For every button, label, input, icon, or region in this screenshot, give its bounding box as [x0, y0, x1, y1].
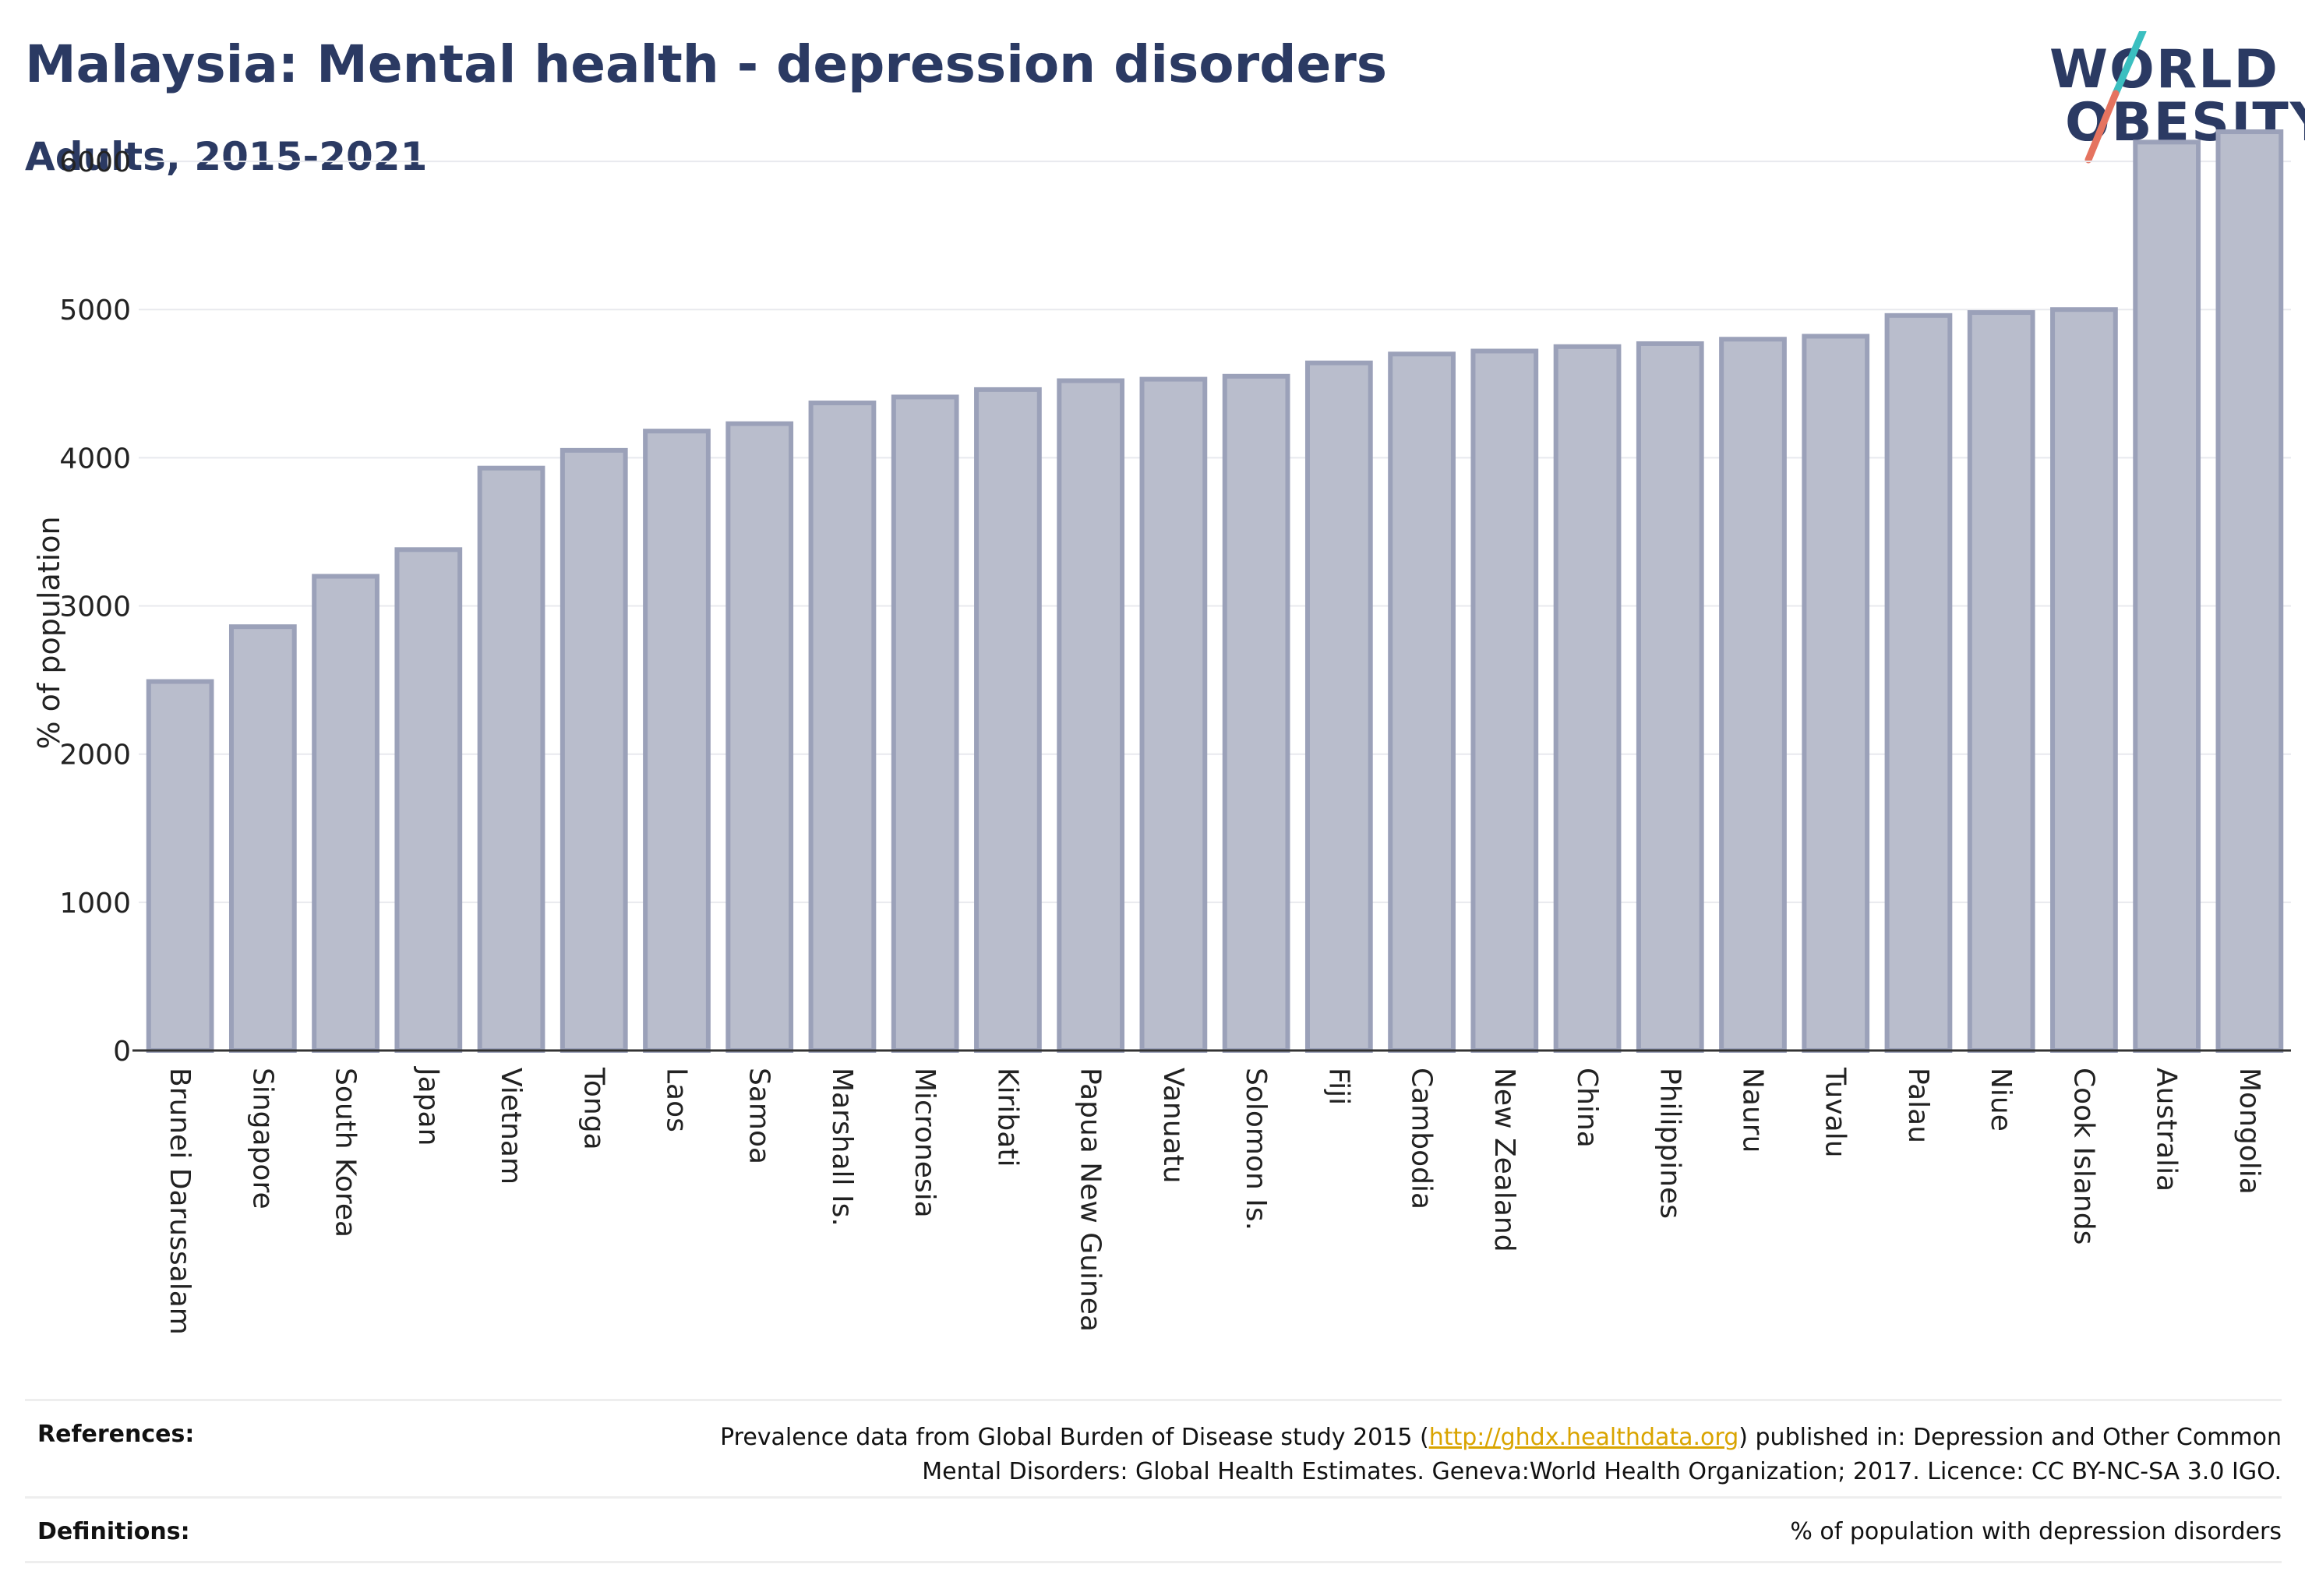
bar — [1967, 310, 2035, 1053]
logo-word-top: WORLD — [2049, 39, 2279, 101]
bar — [643, 429, 711, 1053]
bar — [312, 574, 379, 1053]
references-text-post: ) published in: Depression and Other Com… — [1738, 1424, 2282, 1451]
y-tick-label: 4000 — [59, 443, 131, 475]
x-tick-label: Philippines — [1654, 1068, 1686, 1219]
y-tick-label: 0 — [113, 1036, 131, 1068]
x-tick-label: Fiji — [1322, 1068, 1354, 1105]
x-tick-label: Solomon Is. — [1240, 1068, 1272, 1231]
x-tick-label: Cook Islands — [2067, 1068, 2099, 1245]
bar — [2050, 307, 2118, 1053]
footer-divider-bottom — [25, 1561, 2282, 1563]
references-text: Prevalence data from Global Burden of Di… — [720, 1421, 2282, 1489]
bar — [1470, 348, 1539, 1054]
y-tick-label: 1000 — [59, 888, 131, 920]
logo-slash-icon — [2084, 31, 2147, 164]
references-text-pre: Prevalence data from Global Burden of Di… — [720, 1424, 1429, 1451]
references-link[interactable]: http://ghdx.healthdata.org — [1428, 1424, 1739, 1451]
bar — [1719, 337, 1787, 1053]
bar — [1884, 312, 1953, 1053]
x-tick-label: Cambodia — [1406, 1068, 1438, 1209]
bar-chart: 0 1000 2000 3000 4000 5000 6000 Brunei Darussa… — [32, 129, 2291, 1335]
bar — [1388, 351, 1456, 1053]
x-tick-label: China — [1571, 1068, 1603, 1148]
x-tick-label: Vanuatu — [1157, 1068, 1189, 1184]
x-tick-labels: Brunei Darussalam Singapore South Korea Jap… — [164, 1066, 2265, 1335]
y-axis-label: % of population — [32, 516, 66, 749]
footer-divider-top — [25, 1399, 2282, 1401]
x-tick-label: Palau — [1902, 1068, 1934, 1143]
bar — [725, 421, 794, 1053]
bars — [146, 129, 2284, 1054]
y-tick-labels: 0 1000 2000 3000 4000 5000 6000 — [59, 147, 131, 1068]
bar — [394, 547, 463, 1053]
bar — [1304, 360, 1373, 1053]
x-tick-label: Tonga — [577, 1067, 609, 1150]
y-tick-label: 2000 — [59, 740, 131, 772]
bar — [2215, 129, 2284, 1054]
definitions-text: % of population with depression disorder… — [1790, 1518, 2282, 1545]
x-tick-label: Kiribati — [991, 1068, 1023, 1167]
chart-title: Malaysia: Mental health - depression dis… — [25, 34, 1388, 94]
x-tick-label: Niue — [1985, 1068, 2017, 1132]
y-tick-label: 6000 — [59, 147, 131, 178]
x-tick-label: Vietnam — [495, 1068, 527, 1185]
references-text-line2: Mental Disorders: Global Health Estimate… — [922, 1458, 2282, 1485]
x-tick-label: Micronesia — [909, 1068, 941, 1218]
x-tick-label: Singapore — [246, 1068, 278, 1209]
x-tick-label: Australia — [2151, 1068, 2183, 1192]
x-tick-label: South Korea — [330, 1068, 362, 1238]
x-tick-label: New Zealand — [1488, 1068, 1520, 1252]
bar — [1553, 344, 1622, 1053]
x-tick-label: Brunei Darussalam — [164, 1068, 196, 1335]
bar — [559, 447, 628, 1053]
world-obesity-logo: WORLD OBESITY — [2042, 31, 2305, 168]
bar — [891, 394, 959, 1054]
x-tick-label: Marshall Is. — [826, 1068, 858, 1227]
bar — [477, 465, 545, 1053]
bar — [1636, 341, 1704, 1054]
bar — [1222, 373, 1290, 1053]
x-tick-label: Laos — [661, 1068, 693, 1132]
x-tick-label: Japan — [412, 1066, 444, 1146]
definitions-label: Definitions: — [37, 1518, 190, 1545]
bar — [2133, 139, 2201, 1053]
y-tick-label: 3000 — [59, 591, 131, 623]
bar — [1139, 376, 1208, 1053]
bar — [974, 387, 1042, 1054]
y-tick-label: 5000 — [59, 295, 131, 327]
x-tick-label: Tuvalu — [1820, 1067, 1851, 1158]
references-label: References: — [37, 1421, 195, 1448]
x-tick-label: Nauru — [1737, 1068, 1769, 1153]
bar — [1057, 378, 1125, 1053]
x-tick-label: Mongolia — [2233, 1068, 2265, 1195]
x-tick-label: Papua New Guinea — [1075, 1068, 1107, 1332]
bar — [146, 679, 214, 1053]
bar — [1802, 334, 1870, 1054]
x-tick-label: Samoa — [743, 1068, 775, 1164]
bar — [808, 401, 877, 1053]
bar — [228, 624, 297, 1053]
chart-subtitle: Adults, 2015-2021 — [25, 134, 428, 179]
footer-divider-middle — [25, 1496, 2282, 1499]
